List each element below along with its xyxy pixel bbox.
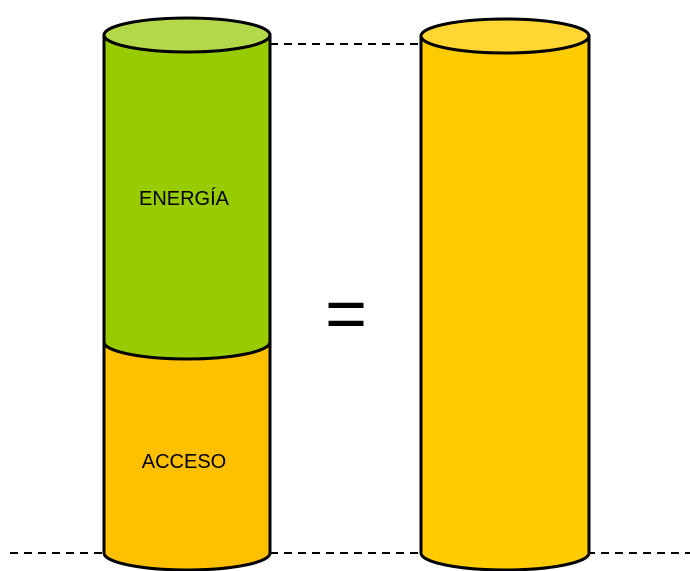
access-segment-body xyxy=(102,340,272,571)
energy-segment-top xyxy=(102,16,272,54)
access-segment xyxy=(102,340,272,571)
equals-sign: = xyxy=(325,274,367,354)
energy-segment-body xyxy=(102,33,272,361)
energy-segment xyxy=(102,16,272,361)
total-cylinder-body xyxy=(419,34,591,571)
access-label: ACCESO xyxy=(142,451,226,473)
energy-label: ENERGÍA xyxy=(139,187,230,210)
total-cylinder xyxy=(419,17,591,571)
total-cylinder-top xyxy=(419,17,591,55)
